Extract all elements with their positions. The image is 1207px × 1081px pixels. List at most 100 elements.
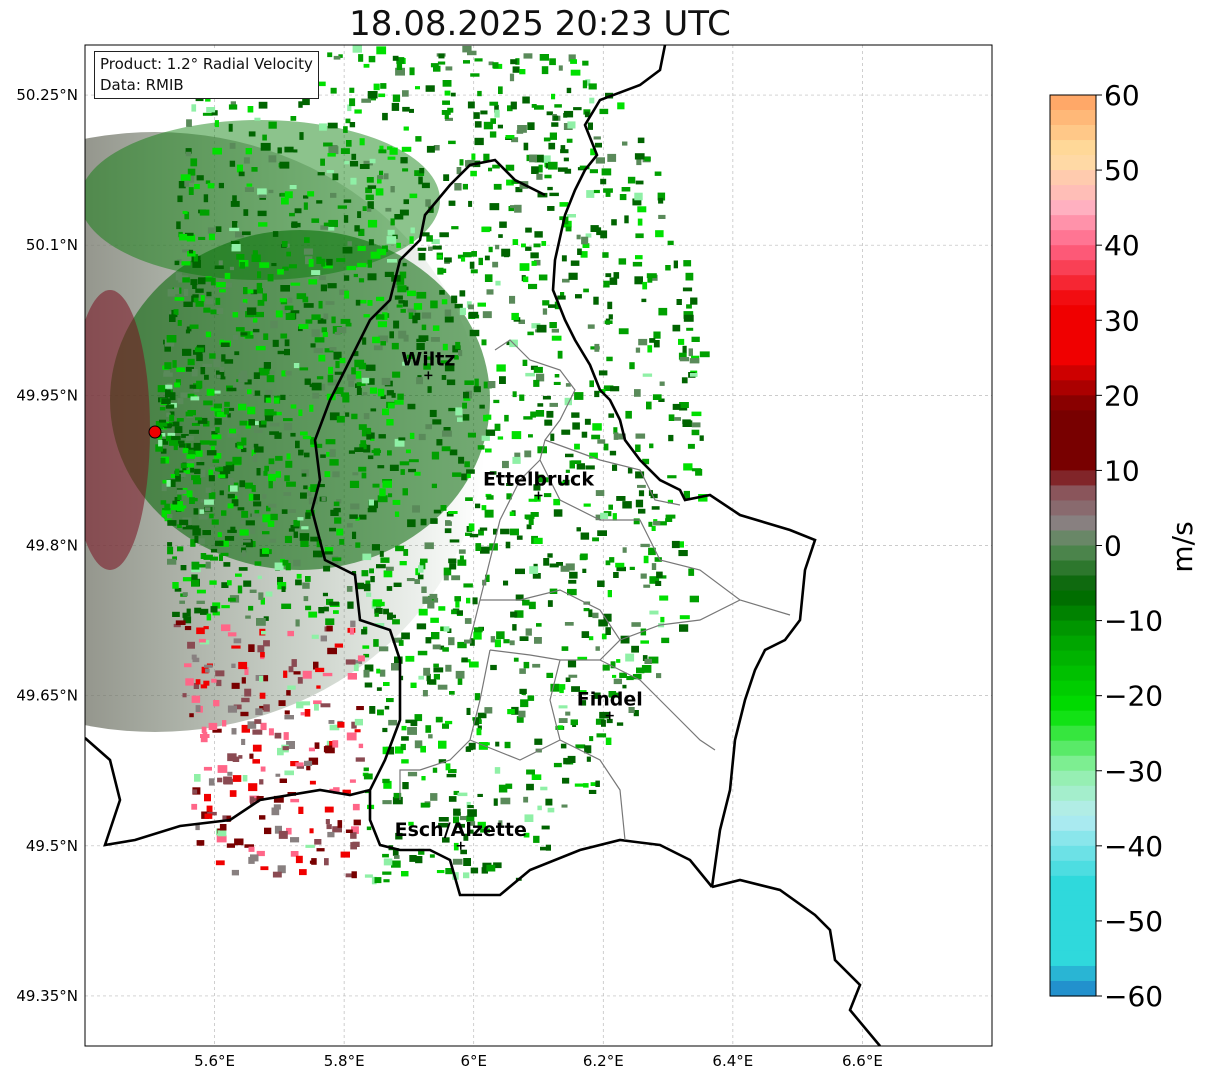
echo-pixel bbox=[288, 297, 293, 303]
echo-pixel bbox=[227, 632, 237, 637]
echo-pixel bbox=[444, 117, 453, 121]
echo-pixel bbox=[308, 747, 315, 752]
echo-pixel bbox=[588, 636, 594, 641]
echo-pixel bbox=[300, 431, 308, 436]
echo-pixel bbox=[455, 341, 461, 350]
echo-pixel bbox=[526, 524, 532, 530]
echo-pixel bbox=[463, 60, 470, 64]
echo-pixel bbox=[184, 626, 192, 631]
echo-pixel bbox=[565, 677, 571, 682]
echo-pixel bbox=[468, 829, 474, 834]
echo-pixel bbox=[495, 280, 501, 286]
echo-pixel bbox=[177, 501, 183, 508]
echo-pixel bbox=[462, 45, 472, 53]
echo-pixel bbox=[355, 299, 361, 306]
echo-pixel bbox=[187, 641, 195, 649]
echo-pixel bbox=[189, 384, 197, 389]
echo-pixel bbox=[251, 167, 258, 172]
echo-pixel bbox=[317, 484, 325, 488]
echo-pixel bbox=[393, 792, 402, 799]
echo-pixel bbox=[363, 444, 371, 453]
echo-pixel bbox=[461, 257, 466, 262]
echo-pixel bbox=[369, 387, 378, 394]
echo-pixel bbox=[636, 667, 645, 674]
echo-pixel bbox=[635, 233, 644, 239]
echo-pixel bbox=[208, 492, 216, 499]
echo-pixel bbox=[525, 516, 532, 520]
echo-pixel bbox=[405, 719, 415, 724]
echo-pixel bbox=[484, 707, 493, 714]
echo-pixel bbox=[628, 707, 635, 713]
echo-pixel bbox=[239, 302, 247, 311]
echo-pixel bbox=[382, 778, 390, 784]
echo-pixel bbox=[310, 343, 316, 348]
echo-pixel bbox=[171, 421, 180, 427]
echo-pixel bbox=[270, 513, 278, 521]
echo-pixel bbox=[603, 280, 610, 288]
echo-pixel bbox=[414, 714, 423, 722]
echo-pixel bbox=[275, 773, 281, 777]
echo-pixel bbox=[158, 422, 168, 427]
echo-pixel bbox=[384, 705, 390, 710]
echo-pixel bbox=[448, 637, 455, 646]
echo-pixel bbox=[295, 579, 302, 586]
echo-pixel bbox=[452, 472, 462, 477]
echo-pixel bbox=[275, 471, 281, 478]
echo-pixel bbox=[164, 345, 171, 352]
echo-pixel bbox=[191, 561, 200, 570]
echo-pixel bbox=[199, 209, 210, 216]
echo-pixel bbox=[528, 283, 538, 290]
echo-pixel bbox=[436, 439, 443, 446]
echo-pixel bbox=[260, 652, 265, 658]
echo-pixel bbox=[228, 104, 238, 110]
echo-pixel bbox=[231, 869, 239, 876]
echo-pixel bbox=[352, 531, 357, 539]
echo-pixel bbox=[272, 231, 279, 237]
echo-pixel bbox=[352, 45, 362, 53]
echo-pixel bbox=[638, 338, 648, 346]
echo-pixel bbox=[540, 786, 548, 791]
echo-pixel bbox=[268, 458, 275, 465]
echo-pixel bbox=[373, 83, 380, 91]
echo-pixel bbox=[567, 755, 576, 763]
echo-pixel bbox=[520, 699, 529, 708]
echo-pixel bbox=[286, 453, 291, 460]
echo-pixel bbox=[210, 548, 218, 553]
echo-pixel bbox=[257, 188, 267, 195]
echo-pixel bbox=[329, 412, 340, 421]
echo-pixel bbox=[462, 252, 472, 258]
echo-pixel bbox=[244, 289, 254, 294]
echo-pixel bbox=[463, 858, 471, 866]
echo-pixel bbox=[307, 490, 312, 497]
colorbar-swatch bbox=[1050, 950, 1096, 967]
echo-pixel bbox=[607, 301, 613, 310]
echo-pixel bbox=[444, 257, 452, 263]
echo-pixel bbox=[398, 300, 405, 304]
echo-pixel bbox=[185, 329, 190, 334]
echo-pixel bbox=[445, 720, 453, 725]
echo-pixel bbox=[683, 490, 690, 499]
echo-dense-green-core bbox=[110, 230, 490, 570]
colorbar-swatch bbox=[1050, 905, 1096, 922]
echo-pixel bbox=[169, 411, 175, 416]
echo-pixel bbox=[650, 493, 658, 499]
echo-pixel bbox=[296, 701, 304, 709]
echo-pixel bbox=[212, 147, 222, 155]
echo-pixel bbox=[356, 706, 364, 711]
echo-pixel bbox=[477, 712, 487, 719]
echo-pixel bbox=[414, 740, 423, 749]
echo-pixel bbox=[358, 278, 365, 283]
echo-pixel bbox=[519, 688, 527, 694]
echo-pixel bbox=[303, 202, 308, 210]
echo-pixel bbox=[248, 493, 254, 501]
echo-pixel bbox=[195, 301, 204, 307]
city-label: Wiltz bbox=[401, 348, 455, 370]
echo-pixel bbox=[159, 419, 166, 424]
echo-pixel bbox=[541, 66, 549, 75]
echo-pixel bbox=[483, 153, 490, 161]
echo-pixel bbox=[565, 453, 574, 458]
echo-pixel bbox=[320, 284, 327, 292]
echo-pixel bbox=[203, 400, 213, 406]
echo-pixel bbox=[550, 433, 555, 441]
echo-pixel bbox=[247, 106, 254, 113]
